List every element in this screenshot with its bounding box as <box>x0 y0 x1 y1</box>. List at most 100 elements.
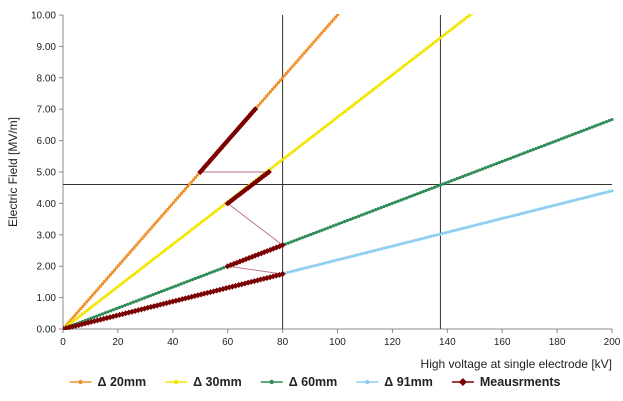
series-60mm-point <box>363 212 366 215</box>
series-60mm-point <box>126 303 129 306</box>
series-91mm-point <box>485 221 488 224</box>
series-91mm-point <box>342 257 345 260</box>
series-60mm-point <box>602 121 605 124</box>
series-91mm-point <box>461 227 464 230</box>
series-91mm-point <box>497 218 500 221</box>
series-91mm-point <box>517 213 520 216</box>
series-60mm-point <box>312 232 315 235</box>
y-tick-label: 8.00 <box>37 73 57 84</box>
series-60mm-point <box>132 301 135 304</box>
series-60mm-point <box>374 208 377 211</box>
series-60mm-point <box>320 229 323 232</box>
series-60mm-point <box>450 179 453 182</box>
series-91mm-point <box>605 191 608 194</box>
series-60mm-point <box>354 216 357 219</box>
series-60mm-point <box>171 286 174 289</box>
series-60mm-point <box>306 234 309 237</box>
series-91mm-point <box>388 245 391 248</box>
series-60mm-point <box>399 199 402 202</box>
series-91mm-point <box>313 264 316 267</box>
x-tick-label: 0 <box>60 337 66 348</box>
series-60mm-point <box>464 174 467 177</box>
series-91mm-point <box>596 193 599 196</box>
series-60mm-point <box>377 207 380 210</box>
series-60mm-point <box>425 189 428 192</box>
series-30mm-point <box>472 11 475 14</box>
legend-item: Δ 91mm <box>356 375 433 389</box>
series-60mm-point <box>191 278 194 281</box>
series-60mm-point <box>478 168 481 171</box>
series-60mm-point <box>517 153 520 156</box>
series-60mm-point <box>382 205 385 208</box>
series-60mm-point <box>388 203 391 206</box>
series-60mm-point <box>109 309 112 312</box>
series-91mm-point <box>368 250 371 253</box>
series-91mm-point <box>409 240 412 243</box>
series-91mm-point <box>494 219 497 222</box>
y-axis-title: Electric Field [MV/m] <box>6 117 20 227</box>
series-60mm-point <box>202 274 205 277</box>
y-tick-label: 9.00 <box>37 42 57 53</box>
series-60mm-point <box>546 143 549 146</box>
series-91mm-point <box>321 262 324 265</box>
series-91mm-point <box>374 249 377 252</box>
series-91mm-point <box>476 223 479 226</box>
series-91mm-point <box>301 267 304 270</box>
series-60mm-point <box>548 142 551 145</box>
series-60mm-point <box>368 210 371 213</box>
series-60mm-point <box>211 270 214 273</box>
series-20mm-point <box>340 9 343 12</box>
series-60mm-point <box>596 123 599 126</box>
series-60mm-point <box>334 223 337 226</box>
series-60mm-point <box>565 135 568 138</box>
series-60mm-point <box>557 138 560 141</box>
series-60mm-point <box>495 162 498 165</box>
series-91mm-point <box>572 199 575 202</box>
series-91mm-point <box>453 229 456 232</box>
series-60mm-point <box>188 279 191 282</box>
series-group <box>60 9 614 332</box>
series-60mm-point <box>484 166 487 169</box>
series-60mm-point <box>205 273 208 276</box>
legend-item: Δ 30mm <box>165 375 242 389</box>
series-91mm-point <box>587 195 590 198</box>
legend-swatch-marker <box>459 378 467 386</box>
series-91mm-point <box>421 237 424 240</box>
series-91mm-point <box>511 214 514 217</box>
series-91mm-point <box>534 208 537 211</box>
x-tick-label: 80 <box>277 337 289 348</box>
series-60mm-point <box>461 175 464 178</box>
series-91mm-point <box>391 244 394 247</box>
series-91mm-point <box>371 250 374 253</box>
series-60mm-point <box>467 173 470 176</box>
series-60mm-point <box>301 236 304 239</box>
series-60mm-point <box>422 190 425 193</box>
series-60mm-point <box>157 291 160 294</box>
series-60mm-point <box>349 218 352 221</box>
series-60mm-point <box>160 290 163 293</box>
series-91mm-point <box>505 216 508 219</box>
series-60mm-point <box>537 146 540 149</box>
series-60mm-point <box>385 204 388 207</box>
series-91mm-point <box>438 233 441 236</box>
series-60mm-point <box>487 165 490 168</box>
x-tick-label: 40 <box>167 337 179 348</box>
series-91mm-point <box>394 244 397 247</box>
series-60mm-point <box>579 130 582 133</box>
series-60mm-point <box>289 240 292 243</box>
series-91mm-point <box>330 260 333 263</box>
legend-swatch-marker <box>78 380 82 384</box>
series-91mm-point <box>514 213 517 216</box>
series-60mm-point <box>447 180 450 183</box>
series-60mm-point <box>413 193 416 196</box>
series-91mm-point <box>415 238 418 241</box>
y-tick-label: 10.00 <box>31 11 56 22</box>
series-91mm-point <box>356 253 359 256</box>
series-91mm-point <box>450 230 453 233</box>
series-60mm-point <box>146 295 149 298</box>
series-91mm-point <box>532 209 535 212</box>
series-91mm-point <box>292 269 295 272</box>
series-91mm-point <box>377 248 380 251</box>
series-60mm-point <box>115 307 118 310</box>
series-60mm-point <box>323 228 326 231</box>
